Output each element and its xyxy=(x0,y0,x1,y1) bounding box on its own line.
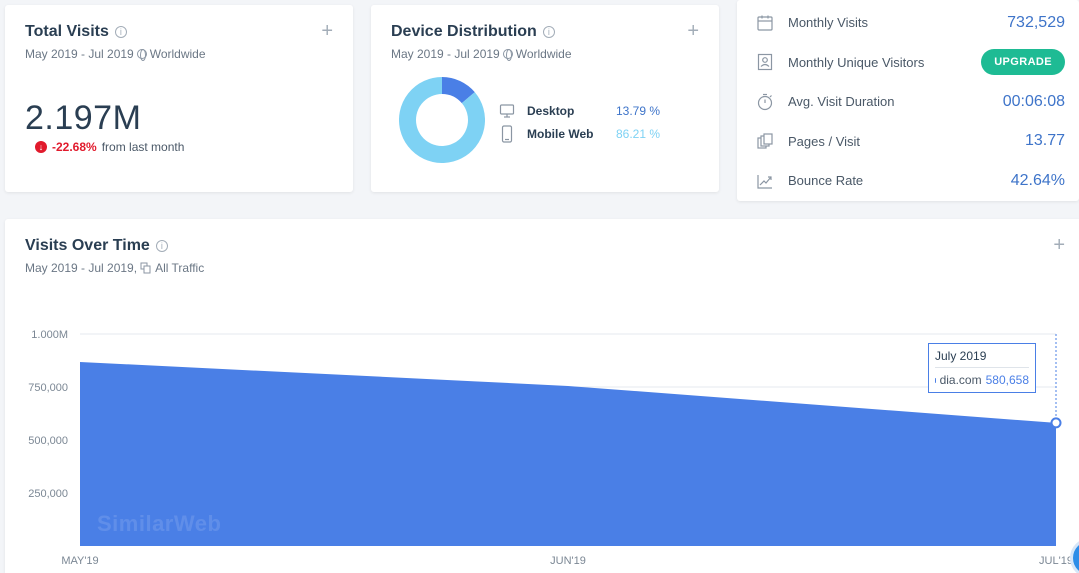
region: Worldwide xyxy=(515,47,572,61)
metric-value: 13.77 xyxy=(1024,132,1065,150)
pages-icon xyxy=(755,131,775,151)
tooltip-date: July 2019 xyxy=(935,349,1029,368)
metric-label: Bounce Rate xyxy=(788,173,864,189)
device-pct: 86.21 % xyxy=(616,126,661,141)
area-series-dia-com[interactable] xyxy=(80,361,1056,546)
info-icon[interactable]: i xyxy=(155,240,168,252)
traffic-sources-icon xyxy=(140,262,151,274)
region: Worldwide xyxy=(149,47,206,61)
x-tick-label: JUL'19 xyxy=(1039,555,1073,567)
metric-value: 00:06:08 xyxy=(1002,92,1065,110)
device-pct: 13.79 % xyxy=(616,103,661,118)
info-icon[interactable]: i xyxy=(114,26,127,38)
device-subline: May 2019 - Jul 2019 Worldwide xyxy=(391,47,699,61)
device-donut-chart xyxy=(399,77,485,163)
total-visits-title-row: Total Visits i xyxy=(25,23,333,41)
change-row: ↓ -22.68% from last month xyxy=(35,140,333,154)
mobile-icon xyxy=(497,124,517,143)
change-value: -22.68% xyxy=(52,140,97,154)
stopwatch-icon xyxy=(755,92,775,112)
engagement-metrics-card: Monthly Visits 732,529 Monthly Unique Vi… xyxy=(737,0,1079,201)
metric-row-unique-visitors: Monthly Unique Visitors UPGRADE xyxy=(755,43,1065,83)
donut-slice-mobile-web[interactable] xyxy=(399,77,485,163)
device-row-desktop: Desktop 13.79 % xyxy=(497,99,667,122)
date-range: May 2019 - Jul 2019 xyxy=(391,47,500,61)
visits-over-time-card: 1.000M 750,000 500,000 250,000 MAY'19 JUN'19 J… xyxy=(5,219,1079,573)
upgrade-button[interactable]: UPGRADE xyxy=(981,49,1065,76)
change-text: from last month xyxy=(101,140,185,154)
metric-row-bounce-rate: Bounce Rate 42.64% xyxy=(755,161,1065,201)
y-tick-label: 500,000 xyxy=(28,435,68,447)
watermark-logo: SimilarWeb xyxy=(97,511,222,536)
calendar-icon xyxy=(755,13,775,33)
y-tick-label: 250,000 xyxy=(28,488,68,500)
arrow-down-icon: ↓ xyxy=(35,141,47,153)
date-range: May 2019 - Jul 2019, xyxy=(25,261,138,275)
user-card-icon xyxy=(755,52,775,72)
tooltip-row: dia.com 580,658 xyxy=(935,373,1029,387)
date-range: May 2019 - Jul 2019 xyxy=(25,47,134,61)
device-row-mobile: Mobile Web 86.21 % xyxy=(497,122,667,145)
x-tick-label: MAY'19 xyxy=(61,555,98,567)
y-tick-label: 1.000M xyxy=(31,329,68,341)
donut-slice-desktop[interactable] xyxy=(441,77,475,104)
total-visits-value: 2.197M xyxy=(25,99,142,137)
total-visits-title: Total Visits xyxy=(25,23,109,40)
chart-tooltip: July 2019 dia.com 580,658 xyxy=(928,343,1036,393)
metric-row-monthly-visits: Monthly Visits 732,529 xyxy=(755,3,1065,43)
metric-row-pages-visit: Pages / Visit 13.77 xyxy=(755,122,1065,162)
tooltip-site: dia.com xyxy=(939,373,982,387)
add-widget-button[interactable]: + xyxy=(321,20,333,42)
device-distribution-card: Device Distribution i May 2019 - Jul 201… xyxy=(371,5,719,192)
globe-icon xyxy=(502,49,513,61)
total-visits-subline: May 2019 - Jul 2019 Worldwide xyxy=(25,47,333,61)
visits-over-time-subline: May 2019 - Jul 2019, All Traffic xyxy=(25,261,1059,275)
device-title-row: Device Distribution i xyxy=(391,23,699,41)
data-point-marker[interactable] xyxy=(1050,417,1062,429)
visits-over-time-title-row: Visits Over Time i xyxy=(25,237,1059,255)
desktop-icon xyxy=(497,103,517,119)
metric-row-visit-duration: Avg. Visit Duration 00:06:08 xyxy=(755,82,1065,122)
series-dot xyxy=(935,377,936,383)
device-name: Mobile Web xyxy=(527,126,594,141)
add-widget-button[interactable]: + xyxy=(687,20,699,42)
metric-label: Monthly Unique Visitors xyxy=(788,54,925,70)
bounce-icon xyxy=(755,171,775,191)
device-legend: Desktop 13.79 % Mobile Web 86.21 % xyxy=(497,99,667,145)
metric-value: 732,529 xyxy=(1007,13,1065,31)
add-widget-button[interactable]: + xyxy=(1053,234,1065,256)
metric-label: Avg. Visit Duration xyxy=(788,94,895,110)
globe-icon xyxy=(136,49,147,61)
device-distribution-title: Device Distribution xyxy=(391,23,537,40)
x-tick-label: JUN'19 xyxy=(550,555,586,567)
y-tick-label: 750,000 xyxy=(28,382,68,394)
total-visits-card: Total Visits i May 2019 - Jul 2019 World… xyxy=(5,5,353,192)
visits-over-time-title: Visits Over Time xyxy=(25,237,150,254)
metric-label: Pages / Visit xyxy=(788,133,861,149)
traffic-filter: All Traffic xyxy=(155,261,205,275)
metric-value: 42.64% xyxy=(1010,171,1065,189)
device-name: Desktop xyxy=(527,103,575,118)
tooltip-value: 580,658 xyxy=(985,373,1029,387)
info-icon[interactable]: i xyxy=(542,26,555,38)
visits-area-chart: 1.000M 750,000 500,000 250,000 MAY'19 JUN'19 J… xyxy=(28,329,1073,567)
metric-label: Monthly Visits xyxy=(788,15,868,31)
